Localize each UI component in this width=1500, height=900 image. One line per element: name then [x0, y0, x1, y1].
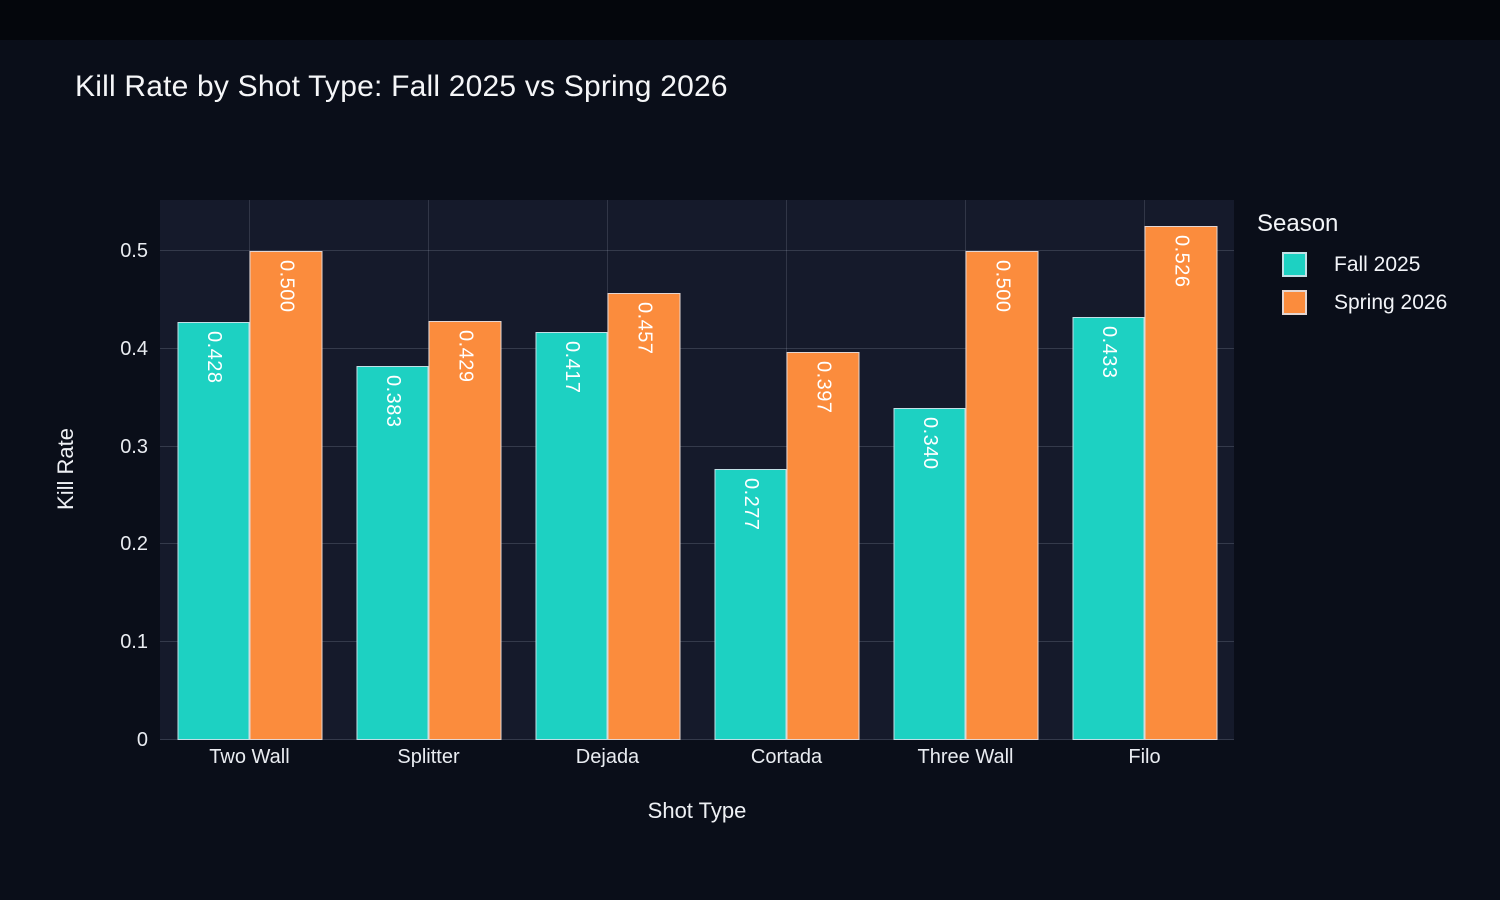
bar-group: 0.433 0.526 — [1055, 200, 1234, 740]
bar-value-label: 0.429 — [454, 329, 477, 383]
bars-pair: 0.340 0.500 — [893, 251, 1038, 740]
x-tick-label: Dejada — [575, 746, 640, 768]
legend-swatch — [1282, 252, 1307, 277]
legend-label: Spring 2026 — [1334, 290, 1448, 314]
legend-title: Season — [1257, 210, 1339, 237]
legend-item-spring-2026[interactable]: Spring 2026 — [1282, 290, 1447, 315]
x-tick-label: Three Wall — [917, 746, 1014, 768]
chart-title: Kill Rate by Shot Type: Fall 2025 vs Spr… — [75, 70, 728, 103]
bar-fall-2025: 0.277 — [714, 469, 787, 740]
bar-value-label: 0.500 — [275, 260, 298, 313]
y-tick-label: 0 — [136, 729, 148, 751]
bar-value-label: 0.340 — [918, 416, 941, 470]
legend-item-fall-2025[interactable]: Fall 2025 — [1282, 252, 1447, 277]
bar-fall-2025: 0.340 — [893, 407, 966, 740]
x-axis-ticks: Two Wall Splitter Dejada Cortada Three Wall F… — [160, 746, 1234, 774]
y-gridline — [160, 445, 1234, 447]
x-tick-label: Filo — [1128, 746, 1161, 768]
bar-fall-2025: 0.417 — [535, 332, 608, 740]
bars-pair: 0.383 0.429 — [356, 320, 501, 740]
y-gridline — [160, 543, 1234, 545]
bar-value-label: 0.526 — [1170, 234, 1193, 288]
y-gridline — [160, 739, 1234, 740]
bars-pair: 0.417 0.457 — [535, 293, 680, 740]
bar-value-label: 0.428 — [202, 330, 225, 384]
bar-spring-2026: 0.429 — [428, 320, 501, 740]
bars-pair: 0.277 0.397 — [714, 351, 859, 740]
bars-pair: 0.433 0.526 — [1072, 225, 1217, 740]
legend: Season Fall 2025 Spring 2026 — [1257, 210, 1447, 328]
bar-fall-2025: 0.433 — [1072, 316, 1145, 740]
bar-fall-2025: 0.383 — [356, 365, 429, 740]
bar-group: 0.340 0.500 — [876, 200, 1055, 740]
y-tick-label: 0.5 — [120, 240, 148, 263]
y-gridline — [160, 250, 1234, 252]
bar-value-label: 0.457 — [633, 302, 656, 355]
bar-value-label: 0.397 — [812, 360, 835, 414]
bar-value-label: 0.500 — [991, 260, 1014, 313]
bar-group: 0.277 0.397 — [697, 200, 876, 740]
plot-area: 0.428 0.500 0.383 0.429 0.417 0.457 0.277 0.397… — [160, 200, 1234, 740]
bar-group: 0.417 0.457 — [518, 200, 697, 740]
y-axis-ticks: 0 0.1 0.2 0.3 0.4 0.5 — [0, 0, 150, 900]
legend-items: Fall 2025 Spring 2026 — [1257, 252, 1447, 315]
x-tick-label: Splitter — [397, 746, 460, 768]
bar-spring-2026: 0.457 — [607, 293, 680, 740]
bar-fall-2025: 0.428 — [177, 321, 250, 740]
bar-group: 0.383 0.429 — [339, 200, 518, 740]
bar-value-label: 0.277 — [739, 478, 762, 531]
x-tick-label: Two Wall — [209, 746, 290, 768]
top-band — [0, 0, 1500, 40]
legend-label: Fall 2025 — [1334, 252, 1421, 276]
bars-pair: 0.428 0.500 — [177, 251, 322, 740]
y-tick-label: 0.2 — [120, 533, 148, 556]
bar-value-label: 0.433 — [1097, 325, 1120, 379]
y-tick-label: 0.4 — [120, 337, 148, 360]
bar-group: 0.428 0.500 — [160, 200, 339, 740]
bar-value-label: 0.383 — [381, 374, 404, 428]
y-tick-label: 0.3 — [120, 435, 148, 458]
legend-swatch — [1282, 290, 1307, 315]
y-gridline — [160, 347, 1234, 349]
x-tick-label: Cortada — [750, 746, 823, 768]
y-tick-label: 0.1 — [120, 631, 148, 654]
bar-spring-2026: 0.500 — [249, 251, 322, 740]
bar-value-label: 0.417 — [560, 341, 583, 394]
x-axis-title: Shot Type — [647, 798, 747, 823]
bar-spring-2026: 0.397 — [786, 351, 859, 740]
bar-spring-2026: 0.500 — [965, 251, 1038, 740]
bar-spring-2026: 0.526 — [1144, 225, 1217, 740]
y-gridline — [160, 641, 1234, 643]
